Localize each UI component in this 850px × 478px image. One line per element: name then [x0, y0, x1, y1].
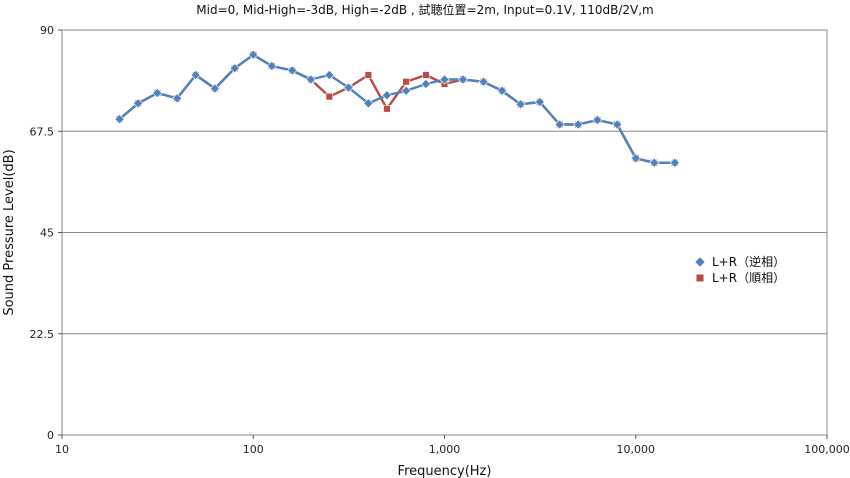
legend-marker [694, 256, 706, 268]
data-point [133, 98, 144, 109]
data-point [401, 85, 412, 96]
data-point [592, 114, 603, 126]
legend: L+R（逆相） L+R（順相） [694, 254, 785, 285]
data-point [515, 99, 526, 110]
series-line [118, 53, 675, 165]
data-point [402, 78, 410, 86]
data-point [305, 74, 316, 85]
y-axis: 0 22.5 45 67.5 90 [30, 24, 62, 442]
legend-label: L+R（順相） [712, 271, 785, 285]
series-line [118, 53, 675, 165]
data-point [266, 60, 277, 72]
data-point [381, 90, 392, 101]
legend-marker [695, 273, 705, 283]
data-point [209, 83, 220, 94]
data-point [573, 119, 584, 130]
data-point [287, 65, 298, 76]
data-point [458, 74, 469, 85]
data-point [364, 71, 373, 79]
data-point [630, 153, 641, 164]
data-point [325, 92, 334, 101]
data-point [439, 74, 450, 85]
x-tick-label: 10,000 [617, 443, 656, 456]
legend-label: L+R（逆相） [712, 254, 785, 269]
data-point [554, 119, 565, 130]
y-tick-label: 67.5 [30, 125, 55, 138]
data-point [478, 76, 489, 87]
x-tick-label: 100 [243, 443, 264, 456]
data-point [172, 93, 183, 104]
x-tick-label: 100,000 [804, 443, 850, 456]
x-axis-title: Frequency(Hz) [398, 464, 492, 478]
y-tick-label: 0 [47, 429, 54, 442]
grid [62, 29, 827, 436]
series-1 [115, 51, 679, 167]
chart-title: Mid=0, Mid-High=-3dB, High=-2dB , 試聴位置=2… [196, 2, 653, 17]
data-point [114, 114, 125, 125]
y-tick-label: 90 [40, 24, 54, 37]
x-tick-label: 1,000 [429, 443, 461, 456]
series-layer [114, 49, 680, 168]
data-point [497, 85, 508, 96]
data-point [324, 69, 335, 81]
data-point [152, 87, 163, 99]
data-point [190, 69, 201, 81]
y-axis-title: Sound Pressure Level(dB) [2, 149, 17, 315]
data-point [343, 82, 354, 93]
data-point [612, 119, 623, 130]
legend-item: L+R（順相） [695, 271, 785, 285]
data-point [248, 49, 259, 60]
x-tick-label: 10 [55, 443, 69, 456]
data-point [422, 71, 430, 79]
data-point [649, 157, 660, 168]
data-point [383, 105, 391, 113]
data-point [669, 157, 680, 168]
data-point [534, 96, 545, 108]
data-point [363, 98, 374, 109]
legend-item: L+R（逆相） [694, 254, 785, 269]
series-2 [114, 49, 680, 168]
y-tick-label: 45 [40, 227, 54, 240]
data-point [420, 78, 431, 90]
y-tick-label: 22.5 [30, 328, 55, 341]
data-point [229, 63, 240, 74]
x-axis: 10 100 1,000 10,000 100,000 [55, 435, 850, 456]
